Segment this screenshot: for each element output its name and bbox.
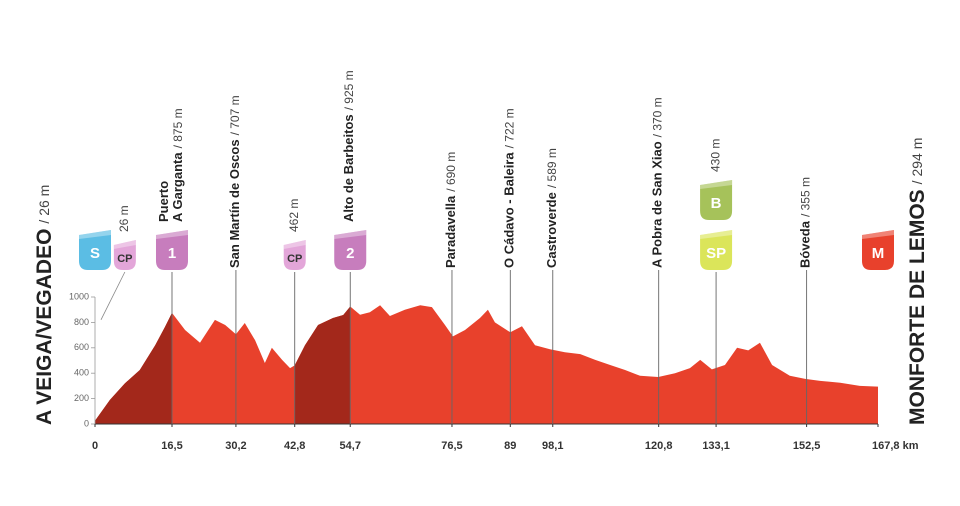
y-tick-label: 200 xyxy=(74,393,89,403)
badge-shape xyxy=(334,230,367,270)
waypoint-label: Bóveda / 355 m xyxy=(798,177,813,268)
x-tick-label: 0 xyxy=(92,440,98,452)
x-tick-label: 76,5 xyxy=(441,440,462,452)
badge-text: 1 xyxy=(168,245,176,262)
waypoint-name: A Pobra de San Xiao xyxy=(650,141,665,268)
x-tick-label: 152,5 xyxy=(793,440,821,452)
badge-shape xyxy=(700,230,733,270)
x-tick-label: 167,8 km xyxy=(872,440,919,452)
badge-fold xyxy=(113,240,136,249)
badge-text: SP xyxy=(706,245,726,262)
waypoint-line xyxy=(100,271,126,321)
waypoint-name: O Cádavo - Baleira xyxy=(502,152,517,268)
waypoint-elevation: / 355 m xyxy=(799,177,813,217)
y-tick-label: 800 xyxy=(74,317,89,327)
badge-fold xyxy=(862,230,894,239)
x-tick-label: 30,2 xyxy=(225,440,246,452)
badge-fold xyxy=(334,230,367,239)
waypoint-elevation: 462 m xyxy=(287,199,301,232)
x-tick-label: 16,5 xyxy=(161,440,182,452)
finish-elevation: / 294 m xyxy=(909,138,925,185)
waypoint-elevation: / 707 m xyxy=(228,95,242,135)
badge-fold xyxy=(700,180,733,189)
badge-fold xyxy=(79,230,111,239)
badge-text: S xyxy=(90,245,100,262)
x-tick-label: 133,1 xyxy=(702,440,730,452)
waypoint-label: O Cádavo - Baleira / 722 m xyxy=(502,108,517,268)
badge-fold xyxy=(283,240,306,249)
waypoint-elevation: 26 m xyxy=(117,205,131,232)
y-tick-label: 1000 xyxy=(69,291,89,301)
waypoint-elevation: / 722 m xyxy=(502,108,516,148)
badge-shape xyxy=(155,230,188,270)
waypoint-name: San Martín de Oscos xyxy=(227,139,242,268)
badge-shape xyxy=(700,180,733,220)
waypoint-name: Puerto xyxy=(156,181,171,222)
waypoint-name: Paradavella xyxy=(443,195,458,268)
y-tick-label: 400 xyxy=(74,368,89,378)
badge-shape xyxy=(283,240,306,270)
x-tick-label: 54,7 xyxy=(340,440,361,452)
waypoint-elevation: / 690 m xyxy=(444,152,458,192)
badge-text: CP xyxy=(287,253,302,265)
badge-shape xyxy=(862,230,894,270)
waypoint-name: A Garganta xyxy=(170,152,185,222)
waypoint-label: San Martín de Oscos / 707 m xyxy=(227,95,242,268)
climb-area xyxy=(294,306,351,424)
waypoint-elevation: / 370 m xyxy=(651,97,665,137)
waypoint-elevation: / 925 m xyxy=(342,70,356,110)
badge-fold xyxy=(155,230,188,239)
waypoint-elevation: 430 m xyxy=(708,139,722,172)
badge-text: B xyxy=(711,195,722,212)
start-label: A VEIGA/VEGADEO / 26 m xyxy=(33,185,56,425)
badge: CP xyxy=(113,240,136,270)
waypoint-name: Alto de Barbeitos xyxy=(342,114,357,222)
badge-fold xyxy=(700,230,733,239)
badge-shape xyxy=(79,230,111,270)
profile-area xyxy=(95,305,878,424)
waypoint-label: Puerto xyxy=(156,181,171,222)
badge-text: CP xyxy=(117,253,132,265)
badge: 2 xyxy=(334,230,367,270)
finish-label: MONFORTE DE LEMOS / 294 m xyxy=(906,138,929,425)
waypoint-label: Alto de Barbeitos / 925 m xyxy=(342,70,357,222)
badge: 1 xyxy=(155,230,188,270)
waypoint-label: A Pobra de San Xiao / 370 m xyxy=(650,97,665,268)
y-tick-label: 0 xyxy=(84,418,89,428)
start-name: A VEIGA/VEGADEO xyxy=(33,229,56,425)
finish-name: MONFORTE DE LEMOS xyxy=(906,189,929,425)
y-tick-label: 600 xyxy=(74,342,89,352)
waypoint-name: Castroverde xyxy=(544,192,559,268)
waypoint-elevation: / 589 m xyxy=(545,148,559,188)
badge: M xyxy=(862,230,894,270)
waypoint-name: Bóveda xyxy=(798,220,813,268)
badge: SP xyxy=(700,230,733,270)
climb-area xyxy=(95,312,172,424)
waypoint-label: A Garganta / 875 m xyxy=(170,108,185,222)
waypoint-label: Castroverde / 589 m xyxy=(544,148,559,268)
start-elevation: / 26 m xyxy=(36,185,52,224)
badge: B xyxy=(700,180,733,220)
badge: S xyxy=(79,230,111,270)
waypoint-elevation: / 875 m xyxy=(171,108,185,148)
x-tick-label: 98,1 xyxy=(542,440,563,452)
x-tick-label: 89 xyxy=(504,440,516,452)
badge-text: 2 xyxy=(346,245,354,262)
x-tick-label: 120,8 xyxy=(645,440,673,452)
badge: CP xyxy=(283,240,306,270)
waypoint-label: Paradavella / 690 m xyxy=(443,152,458,268)
x-tick-label: 42,8 xyxy=(284,440,305,452)
badge-shape xyxy=(113,240,136,270)
badge-text: M xyxy=(872,245,885,262)
